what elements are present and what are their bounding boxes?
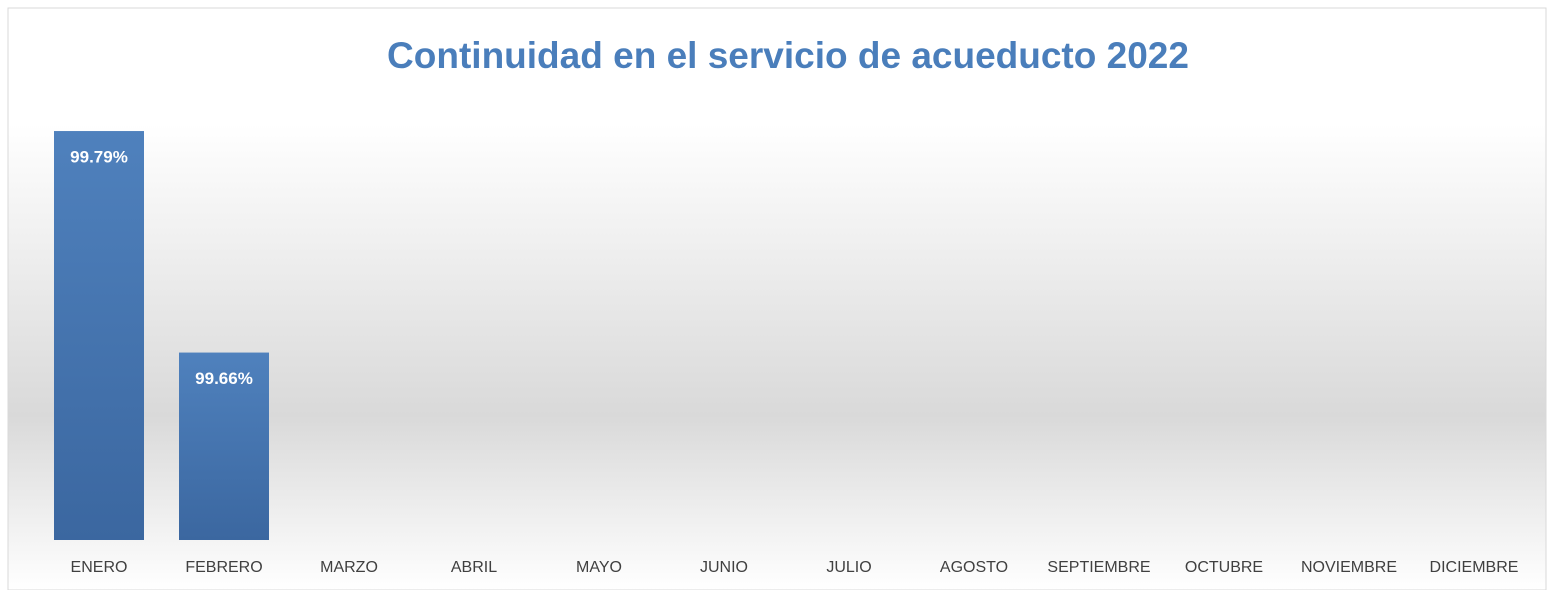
x-tick-label: MAYO bbox=[576, 559, 622, 576]
x-tick-label: OCTUBRE bbox=[1185, 559, 1263, 576]
x-tick-label: NOVIEMBRE bbox=[1301, 559, 1397, 576]
x-tick-label: JUNIO bbox=[700, 559, 748, 576]
x-tick-label: FEBRERO bbox=[185, 559, 262, 576]
data-label: 99.79% bbox=[70, 148, 128, 167]
x-tick-label: AGOSTO bbox=[940, 559, 1008, 576]
x-tick-label: ABRIL bbox=[451, 559, 497, 576]
bar bbox=[54, 131, 144, 541]
x-tick-label: ENERO bbox=[71, 559, 128, 576]
data-label: 99.66% bbox=[195, 369, 253, 388]
x-tick-label: SEPTIEMBRE bbox=[1047, 559, 1150, 576]
bar bbox=[179, 352, 269, 540]
x-tick-label: JULIO bbox=[826, 559, 871, 576]
x-tick-label: MARZO bbox=[320, 559, 378, 576]
chart-title: Continuidad en el servicio de acueducto … bbox=[387, 35, 1189, 76]
x-tick-label: DICIEMBRE bbox=[1430, 559, 1519, 576]
